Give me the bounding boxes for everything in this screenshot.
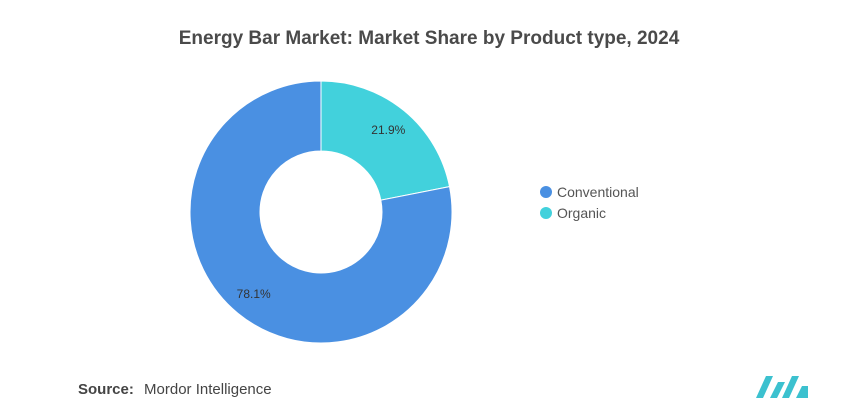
- mordor-intelligence-logo-icon: [756, 376, 808, 398]
- legend-label-conventional: Conventional: [557, 183, 639, 200]
- legend-item-conventional: Conventional: [540, 181, 639, 202]
- legend-label-organic: Organic: [557, 204, 607, 221]
- data-label-conventional: 78.1%: [237, 287, 271, 301]
- source-note: Source: Mordor Intelligence: [78, 381, 272, 398]
- legend-item-organic: Organic: [540, 202, 639, 223]
- chart-legend: Conventional Organic: [540, 181, 639, 223]
- source-text: Mordor Intelligence: [144, 381, 272, 398]
- donut-slice-conventional: [189, 80, 453, 344]
- data-label-organic: 21.9%: [371, 123, 405, 137]
- legend-swatch-organic: [540, 206, 552, 219]
- donut-slice-organic: [320, 80, 451, 201]
- source-label: Source:: [78, 381, 134, 398]
- legend-swatch-conventional: [540, 185, 552, 198]
- chart-title: Energy Bar Market: Market Share by Produ…: [178, 28, 680, 49]
